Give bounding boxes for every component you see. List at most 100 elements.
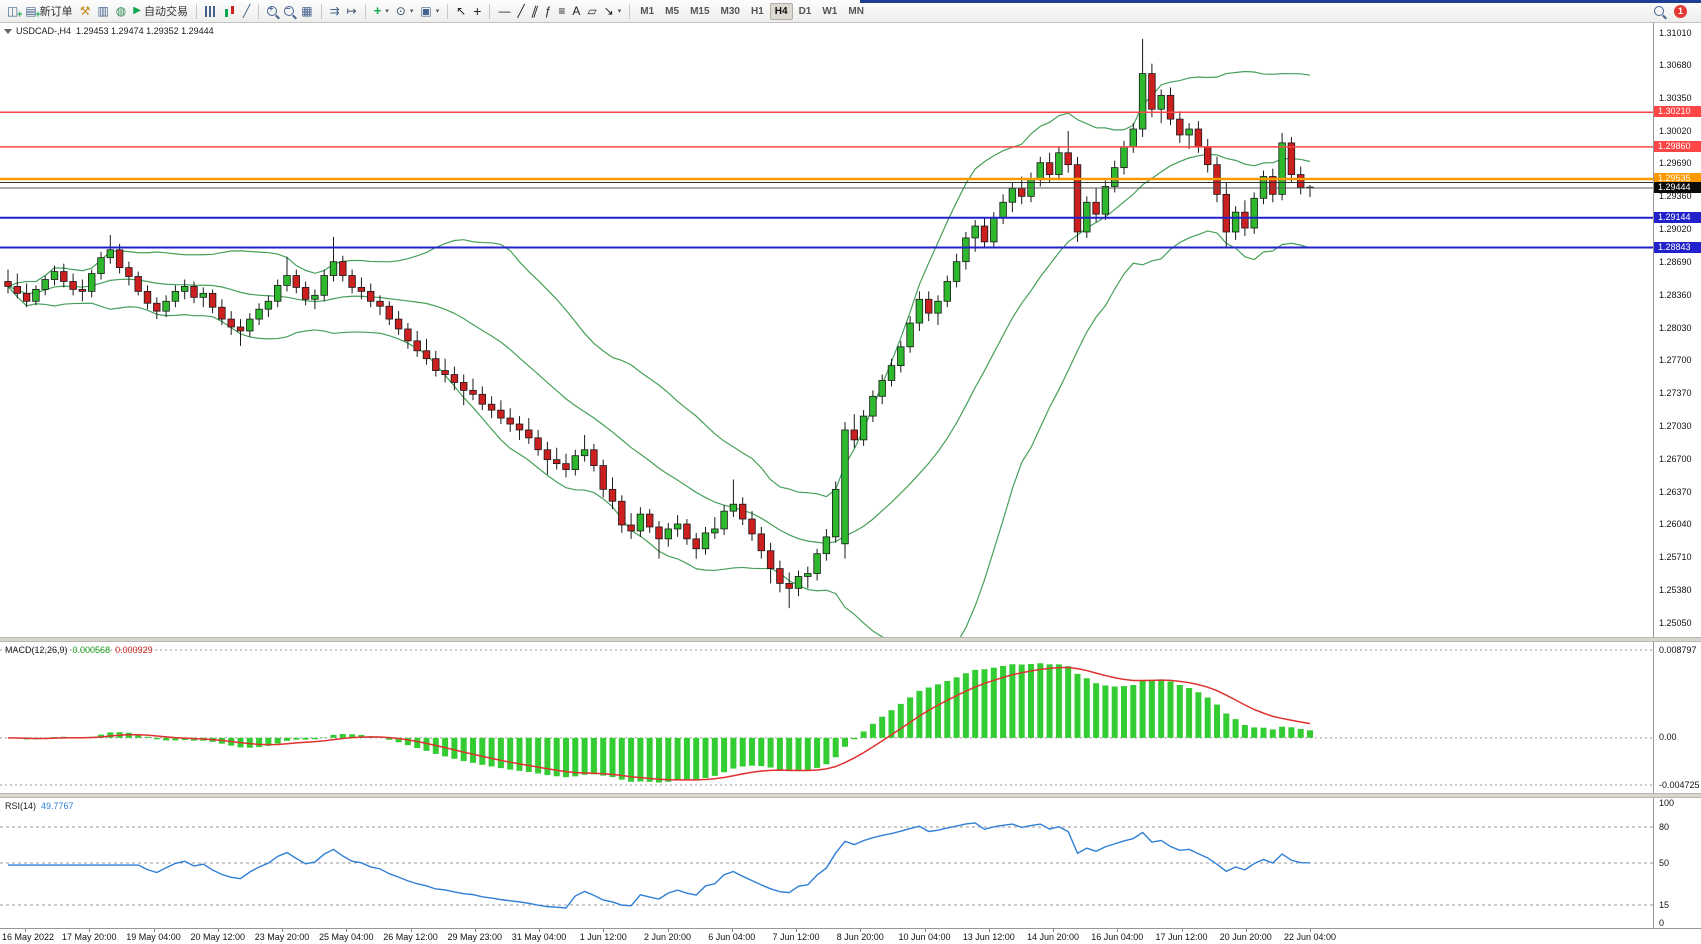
time-axis-label: 23 May 20:00 xyxy=(254,932,310,942)
price-chart-panel[interactable]: USDCAD-,H4 1.29453 1.29474 1.29352 1.2944… xyxy=(0,23,1653,637)
price-axis-label: 1.27700 xyxy=(1659,355,1692,366)
price-axis-label: 1.30680 xyxy=(1659,60,1692,71)
price-level-box: 1.29444 xyxy=(1654,182,1701,194)
panel-separator[interactable] xyxy=(0,637,1701,642)
candlestick-chart-button[interactable] xyxy=(220,2,239,21)
time-axis-label: 22 Jun 04:00 xyxy=(1283,932,1337,942)
chevron-down-icon: ▾ xyxy=(409,8,414,15)
main-chart-canvas[interactable] xyxy=(0,23,1653,637)
bollinger-upper-band xyxy=(7,70,1311,498)
macd-signal-line xyxy=(7,666,1311,781)
autotrading-label: 自动交易 xyxy=(143,6,188,18)
rsi-panel[interactable]: RSI(14) 49.7767 xyxy=(0,798,1653,928)
zoom-out-button[interactable]: − xyxy=(281,2,297,21)
plus-badge: + xyxy=(17,9,23,19)
text-label-button[interactable]: ▱ xyxy=(584,2,599,21)
rsi-canvas[interactable] xyxy=(0,798,1653,928)
time-axis-tick xyxy=(539,929,540,932)
macd-signal-value: 0.000929 xyxy=(115,645,153,655)
bar-panel-icon: ▥ xyxy=(97,4,109,18)
time-axis[interactable]: 16 May 2022 17 May 20:00 19 May 04:00 20 Ma… xyxy=(0,928,1701,944)
bar-chart-button[interactable] xyxy=(202,2,219,21)
chart-profiles-button[interactable]: ▥ xyxy=(94,2,111,21)
plus-glyph: + xyxy=(268,4,274,13)
notification-badge[interactable]: 1 xyxy=(1674,4,1687,18)
time-axis-tick xyxy=(474,929,476,932)
shapes-button[interactable]: ≡ xyxy=(555,2,568,21)
toolbar-separator xyxy=(489,3,491,19)
price-axis-label: 1.30350 xyxy=(1659,92,1692,103)
price-axis-label: 1.25050 xyxy=(1659,617,1692,628)
timeframe-m15-button[interactable]: M15 xyxy=(690,5,710,17)
chart-shift-icon: ↦ xyxy=(346,4,357,18)
time-axis-tick xyxy=(1245,929,1247,932)
toolbar-separator xyxy=(629,3,631,19)
price-level-box: 1.29860 xyxy=(1654,140,1701,152)
price-axis-label: 1.25710 xyxy=(1659,552,1692,563)
macd-axis-label: -0.004725 xyxy=(1659,779,1700,790)
time-axis-label: 16 Jun 04:00 xyxy=(1091,932,1144,942)
rsi-value: 49.7767 xyxy=(41,801,74,811)
timeframe-h4-button[interactable]: H4 xyxy=(769,2,793,20)
macd-panel[interactable]: MACD(12,26,9) 0.000568 0.000929 xyxy=(0,642,1653,793)
time-axis-label: 20 May 12:00 xyxy=(190,932,246,942)
search-button[interactable] xyxy=(1651,2,1667,21)
time-axis-label: 6 Jun 04:00 xyxy=(708,932,756,942)
arrows-button[interactable]: ↘ ▾ xyxy=(601,2,625,21)
time-axis-tick xyxy=(667,929,669,932)
timeframe-w1-button[interactable]: W1 xyxy=(822,5,838,17)
price-axis[interactable]: 1.31010 1.30680 1.30350 1.30020 1.29690 1.293… xyxy=(1653,23,1701,928)
price-axis-label: 1.29360 xyxy=(1659,190,1692,201)
price-axis-label: 1.27030 xyxy=(1659,421,1692,432)
zoom-in-button[interactable]: + xyxy=(264,2,280,21)
search-icon xyxy=(1654,6,1664,16)
tile-windows-button[interactable]: ▦ xyxy=(298,2,315,21)
horizontal-line-button[interactable]: — xyxy=(495,2,513,21)
timeframe-mn-button[interactable]: MN xyxy=(848,5,864,17)
time-axis-label: 19 May 04:00 xyxy=(126,932,181,942)
horizontal-lines[interactable] xyxy=(0,111,1653,249)
line-chart-button[interactable]: ╱ xyxy=(240,2,253,21)
play-icon: ▶ xyxy=(133,5,141,16)
cursor-button[interactable]: ↖ xyxy=(453,2,469,21)
panel-separator[interactable] xyxy=(0,793,1701,798)
equidistant-channel-button[interactable]: ∥ xyxy=(529,2,541,21)
bollinger-middle-band xyxy=(7,153,1311,545)
new-order-button[interactable]: ▤ + 新订单 xyxy=(22,2,75,21)
indicators-icon: + xyxy=(373,3,382,18)
price-axis-label: 1.26040 xyxy=(1659,519,1692,530)
time-axis-label: 17 May 20:00 xyxy=(61,932,117,942)
timeframe-m5-button[interactable]: M5 xyxy=(665,5,680,17)
timeframe-m1-button[interactable]: M1 xyxy=(640,5,655,17)
macd-canvas[interactable] xyxy=(0,642,1653,793)
text-button[interactable]: A xyxy=(569,2,583,21)
macd-main-value: 0.000568 xyxy=(72,645,111,655)
time-axis-tick xyxy=(1053,929,1054,932)
chevron-down-icon: ▾ xyxy=(617,8,622,15)
autotrading-button[interactable]: ▶ 自动交易 xyxy=(130,2,191,21)
fibonacci-retracement-button[interactable]: ƒ xyxy=(542,2,555,21)
auto-scroll-button[interactable]: ⇉ xyxy=(327,2,343,21)
timeframe-m30-button[interactable]: M30 xyxy=(720,5,740,17)
periods-list-button[interactable]: ⊙ ▾ xyxy=(393,2,417,21)
toolbar-separator xyxy=(320,3,322,19)
templates-button[interactable]: ▣ ▾ xyxy=(417,2,442,21)
price-level-box: 1.28843 xyxy=(1654,241,1701,253)
order-plus-icon: ▤ + xyxy=(25,4,41,19)
plus-badge: + xyxy=(35,9,41,19)
chart-shift-button[interactable]: ↦ xyxy=(344,2,360,21)
time-axis-tick xyxy=(924,929,926,932)
metaeditor-button[interactable]: ⚒ xyxy=(77,2,94,21)
trendline-button[interactable]: ╱ xyxy=(514,2,527,21)
timeframe-h1-button[interactable]: H1 xyxy=(750,5,764,17)
new-chart-button[interactable]: ◫ + xyxy=(4,2,23,21)
timeframe-d1-button[interactable]: D1 xyxy=(798,5,812,17)
one-click-trading-toggle[interactable] xyxy=(4,29,12,34)
price-axis-label: 1.28030 xyxy=(1659,322,1692,333)
indicators-list-button[interactable]: + ▾ xyxy=(371,2,392,21)
macd-axis-label: 0.00 xyxy=(1659,732,1677,743)
crosshair-button[interactable]: + xyxy=(470,2,484,21)
rsi-line xyxy=(8,822,1311,909)
price-axis-label: 1.28690 xyxy=(1659,257,1692,268)
history-center-button[interactable]: ◍ xyxy=(113,2,129,21)
